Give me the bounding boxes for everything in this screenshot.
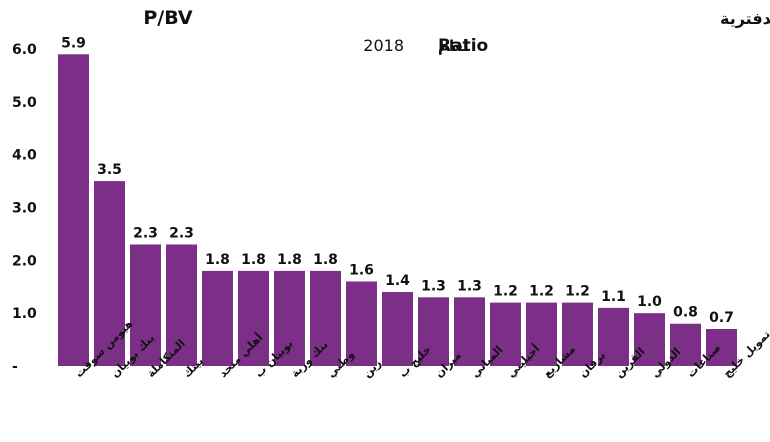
data-label: 1.8 bbox=[313, 252, 338, 268]
chart-subtitle-year: 2018 bbox=[363, 36, 404, 55]
y-tick-label: - bbox=[12, 359, 18, 375]
bar bbox=[94, 181, 125, 366]
data-label: 1.0 bbox=[637, 294, 662, 310]
data-label: 1.2 bbox=[529, 284, 554, 300]
bar bbox=[166, 244, 197, 366]
data-label: 1.4 bbox=[385, 273, 410, 289]
bar bbox=[526, 302, 557, 366]
bar bbox=[706, 329, 737, 366]
data-label: 1.2 bbox=[565, 284, 590, 300]
bar bbox=[562, 302, 593, 366]
data-label: 1.3 bbox=[421, 278, 446, 294]
chart-subtitle-arabic: لعام bbox=[438, 37, 469, 55]
bar bbox=[274, 270, 305, 366]
bar bbox=[130, 244, 161, 366]
y-tick-label: 6.0 bbox=[12, 42, 37, 58]
y-tick-label: 4.0 bbox=[12, 148, 37, 164]
data-label: 2.3 bbox=[169, 225, 194, 241]
bar bbox=[346, 281, 377, 366]
data-label: 1.1 bbox=[601, 289, 626, 305]
data-label: 3.5 bbox=[97, 162, 122, 178]
y-tick-label: 1.0 bbox=[12, 306, 37, 322]
data-label: 0.7 bbox=[709, 310, 734, 326]
bar bbox=[598, 307, 629, 366]
chart-title: ترتيب شركات السوق الاول من حيث مضاعف الس… bbox=[720, 9, 770, 28]
bar bbox=[382, 292, 413, 366]
data-labels: 5.9 3.5 2.3 2.3 1.8 1.8 1.8 1.8 1.6 1.4 1.3 1.3 1.2 1… bbox=[61, 35, 734, 326]
data-label: 5.9 bbox=[61, 35, 86, 51]
bar bbox=[490, 302, 521, 366]
bars bbox=[58, 54, 737, 367]
bar bbox=[670, 323, 701, 366]
y-axis: 6.0 5.0 4.0 3.0 2.0 1.0 - bbox=[12, 42, 37, 375]
chart-subtitle-latin: Ratio bbox=[438, 36, 488, 56]
y-tick-label: 2.0 bbox=[12, 253, 37, 269]
data-label: 2.3 bbox=[133, 225, 158, 241]
chart-title-latin: P/BV bbox=[143, 7, 193, 29]
bar bbox=[202, 270, 233, 366]
data-label: 1.3 bbox=[457, 278, 482, 294]
data-label: 1.2 bbox=[493, 284, 518, 300]
data-label: 1.8 bbox=[277, 252, 302, 268]
y-tick-label: 5.0 bbox=[12, 95, 37, 111]
bar bbox=[238, 270, 269, 366]
y-tick-label: 3.0 bbox=[12, 201, 37, 217]
data-label: 0.8 bbox=[673, 305, 698, 321]
bar bbox=[418, 297, 449, 366]
data-label: 1.8 bbox=[205, 252, 230, 268]
data-label: 1.6 bbox=[349, 262, 374, 278]
bar bbox=[310, 270, 341, 366]
bar bbox=[634, 313, 665, 366]
data-label: 1.8 bbox=[241, 252, 266, 268]
bar bbox=[58, 54, 89, 367]
bar bbox=[454, 297, 485, 366]
